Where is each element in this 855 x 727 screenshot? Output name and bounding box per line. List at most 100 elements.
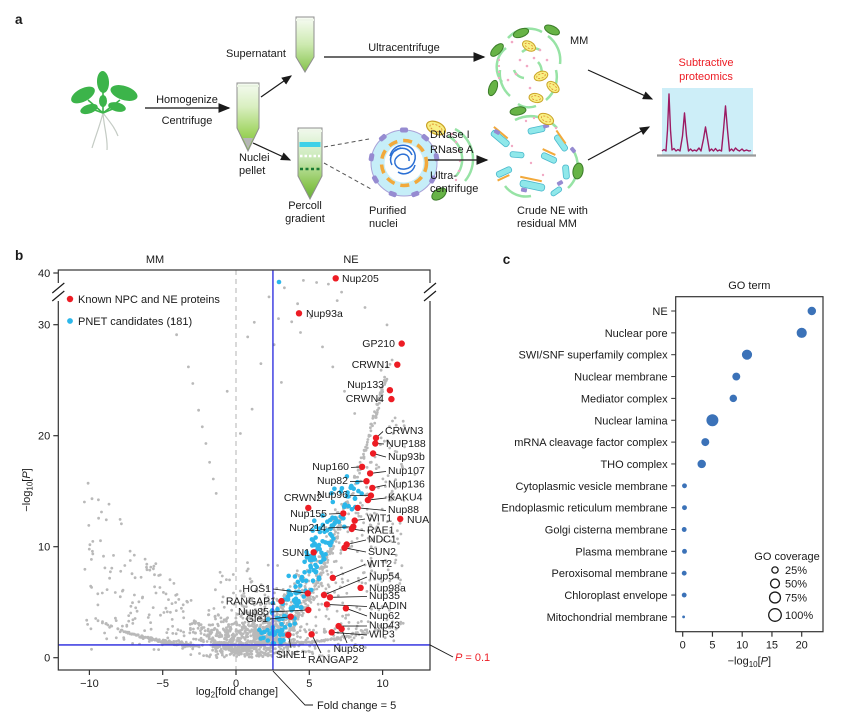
y-axis-title: −log10[P] — [21, 468, 35, 511]
protein-dot — [310, 549, 317, 556]
protein-dot — [305, 606, 312, 614]
dnase-label: DNase I — [430, 129, 470, 141]
go-term-title: GO term — [728, 280, 770, 292]
go-coverage-legend-title: GO coverage — [754, 551, 819, 563]
y-tick-label: 10 — [38, 542, 50, 554]
protein-dot — [386, 387, 394, 394]
protein-label: WIP3 — [369, 629, 395, 641]
protein-labels: Nup205Nup93aGP210CRWN1Nup133CRWN4CRWN3NU… — [226, 273, 429, 666]
protein-dot — [320, 591, 328, 599]
go-term-dot — [682, 483, 687, 489]
x-tick-label: 0 — [233, 678, 239, 690]
protein-label: Gle1 — [246, 613, 268, 625]
go-term-dot — [697, 459, 706, 469]
protein-label: SUN1 — [282, 547, 310, 559]
go-term-dot — [741, 349, 753, 360]
protein-label: Nup62 — [369, 610, 400, 622]
x-tick-label: 10 — [376, 678, 388, 690]
purified-nucleus-illustration — [368, 120, 475, 201]
go-coverage-legend-circle — [768, 591, 782, 604]
go-term-dot — [682, 505, 687, 511]
x-tick-label: −5 — [156, 678, 169, 690]
protein-connector — [332, 564, 366, 579]
protein-label: CRWN1 — [352, 359, 390, 371]
go-term-dot — [681, 592, 687, 598]
protein-label: NUA — [407, 514, 429, 526]
protein-dot — [332, 275, 339, 282]
protein-label: Nup96 — [317, 489, 348, 501]
go-category-label: Nuclear pore — [605, 328, 668, 340]
protein-connector — [346, 539, 367, 545]
protein-label: Nup107 — [388, 465, 425, 477]
plot-border — [57, 269, 431, 671]
protein-label: CRWN3 — [385, 425, 423, 437]
go-term-dot — [729, 394, 738, 403]
go-category-label: THO complex — [600, 459, 668, 471]
ultra-label-2: centrifuge — [430, 183, 478, 195]
protein-label: SINE1 — [276, 649, 307, 661]
purified-nuclei-label-2: nuclei — [369, 218, 398, 230]
protein-label: Nup214 — [289, 522, 326, 534]
go-coverage-legend-label: 75% — [785, 593, 807, 605]
protein-label: WIT2 — [367, 558, 392, 570]
protein-dot — [372, 440, 379, 447]
protein-connector — [357, 507, 387, 511]
crude-ne-label-2: residual MM — [517, 218, 577, 230]
axis-break-slash — [51, 282, 65, 294]
legend-pnet-candidates-label: PNET candidates (181) — [78, 316, 192, 328]
go-category-label: Chloroplast envelope — [564, 590, 667, 602]
centrifuge-label: Centrifuge — [162, 115, 213, 127]
protein-label: ALADIN — [369, 600, 407, 612]
x-tick-label: 5 — [709, 640, 715, 652]
go-term-dot — [706, 414, 719, 427]
protein-label: Nup85 — [238, 606, 269, 618]
go-coverage-legend-circle — [769, 578, 781, 589]
protein-label: KAKU4 — [388, 492, 423, 504]
supernatant-label: Supernatant — [226, 48, 286, 60]
ne-to-proteomics-arrow — [587, 126, 651, 161]
legend-red-dot — [66, 295, 74, 303]
protein-dot — [304, 590, 311, 597]
crude-ne-illustration — [490, 112, 584, 198]
protein-label: Nup35 — [369, 590, 400, 602]
x-axis-title: −log10[P] — [728, 656, 771, 670]
y-tick-label: 40 — [38, 268, 50, 280]
ultracentrifuge-label: Ultracentrifuge — [368, 42, 440, 54]
go-category-label: SWI/SNF superfamily complex — [519, 350, 669, 362]
protein-connector — [345, 607, 368, 617]
plot-border — [675, 296, 824, 633]
go-term-dot — [796, 327, 807, 338]
go-term-dot — [681, 570, 687, 576]
percoll-label-1: Percoll — [288, 200, 322, 212]
protein-dot — [323, 601, 331, 608]
go-term-dot — [732, 372, 741, 381]
protein-dot — [354, 504, 361, 512]
panel-a-workflow: a Homogenize Centrifuge Supernatant — [15, 12, 756, 230]
pvalue-annotation-connector — [429, 644, 454, 658]
protein-dot — [340, 510, 347, 517]
protein-label: Nup205 — [342, 273, 379, 285]
go-term-dot — [807, 306, 817, 316]
purified-nuclei-label-1: Purified — [369, 205, 406, 217]
protein-label: Nup93b — [388, 451, 425, 463]
y-tick-label: 20 — [38, 431, 50, 443]
protein-label: WIT1 — [367, 513, 392, 525]
protein-dot — [364, 496, 372, 504]
supernatant-arrow — [260, 75, 292, 98]
protein-label: RAE1 — [367, 525, 395, 537]
homogenate-tube — [236, 82, 260, 153]
go-category-label: NE — [652, 306, 667, 318]
x-tick-label: 20 — [796, 640, 808, 652]
x-tick-label: 0 — [680, 640, 686, 652]
nuclei-pellet-label-1: Nuclei — [239, 152, 270, 164]
protein-connector — [269, 616, 291, 620]
protein-label: SUN2 — [368, 546, 396, 558]
protein-connector — [344, 547, 367, 553]
ne-group-header: NE — [343, 254, 358, 266]
protein-connector — [270, 609, 309, 613]
go-category-labels: NE Nuclear pore SWI/SNF superfamily comple… — [501, 306, 668, 624]
protein-dot — [363, 478, 370, 485]
protein-label: NUP188 — [386, 438, 426, 450]
go-category-label: Nuclear membrane — [574, 372, 668, 384]
protein-dot — [287, 613, 294, 620]
